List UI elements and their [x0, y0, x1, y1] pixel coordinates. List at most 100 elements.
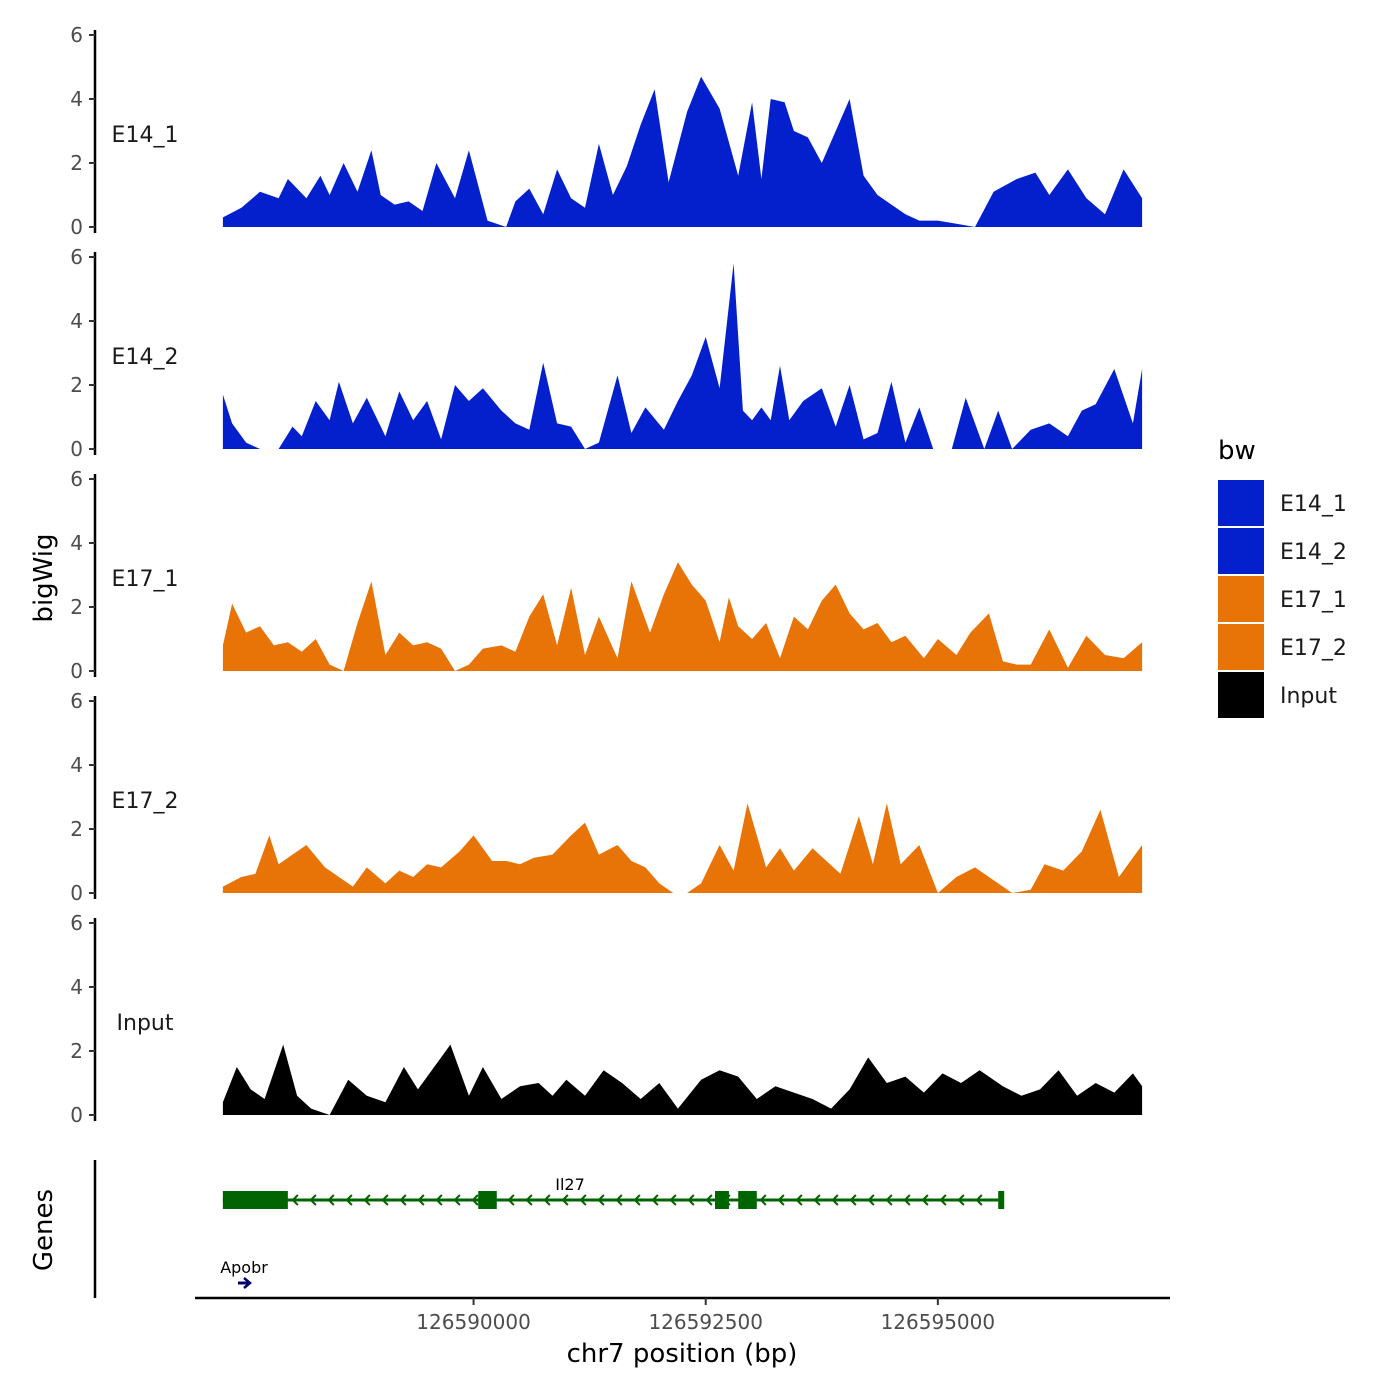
legend-title: bw: [1218, 436, 1256, 466]
y-tick-label: 6: [70, 23, 83, 47]
y-tick-label: 6: [70, 467, 83, 491]
y-tick-label: 2: [70, 817, 83, 841]
strand-arrow: [435, 1194, 443, 1206]
strand-arrow: [633, 1194, 641, 1206]
strand-arrow: [417, 1194, 425, 1206]
y-tick-label: 0: [70, 1103, 83, 1127]
legend-swatch: [1218, 672, 1264, 718]
gene-exon: [222, 1191, 288, 1209]
strand-arrow: [795, 1194, 803, 1206]
legend-swatch: [1218, 576, 1264, 622]
track-label: Input: [117, 1011, 174, 1036]
gene-exon: [715, 1191, 729, 1209]
y-tick-label: 2: [70, 151, 83, 175]
track-E17_1: 0 2 4 6 E17_1: [70, 467, 1143, 683]
legend-label: E14_1: [1280, 492, 1347, 517]
strand-arrow: [453, 1194, 461, 1206]
y-tick-label: 0: [70, 659, 83, 683]
signal-area: [222, 263, 1143, 449]
y-tick-label: 4: [70, 753, 83, 777]
y-tick-label: 0: [70, 215, 83, 239]
x-tick-label: 126592500: [648, 1310, 763, 1334]
signal-area: [222, 76, 1143, 227]
track-label: E17_1: [112, 567, 179, 592]
strand-arrow: [669, 1194, 677, 1206]
legend-swatch: [1218, 528, 1264, 574]
y-tick-label: 6: [70, 911, 83, 935]
legend-label: E17_2: [1280, 636, 1347, 661]
signal-area: [222, 803, 1143, 893]
y-tick-label: 2: [70, 1039, 83, 1063]
x-tick-label: 126595000: [881, 1310, 996, 1334]
y-tick-label: 4: [70, 531, 83, 555]
y-axis-title: bigWig: [29, 533, 59, 622]
y-tick-label: 6: [70, 245, 83, 269]
strand-arrow: [867, 1194, 875, 1206]
strand-arrow: [777, 1194, 785, 1206]
legend-swatch: [1218, 480, 1264, 526]
y-tick-label: 0: [70, 437, 83, 461]
strand-arrow: [651, 1194, 659, 1206]
strand-arrow: [579, 1194, 587, 1206]
legend-label: E17_1: [1280, 588, 1347, 613]
x-axis: 126590000 126592500 126595000: [195, 1296, 1170, 1334]
strand-arrow: [597, 1194, 605, 1206]
strand-arrow: [705, 1194, 713, 1206]
y-tick-label: 4: [70, 309, 83, 333]
legend: bw E14_1 E14_2 E17_1 E17_2 Input: [1218, 436, 1347, 718]
gene-Apobr: Apobr: [220, 1258, 268, 1289]
x-axis-title: chr7 position (bp): [567, 1339, 798, 1369]
legend-label: E14_2: [1280, 540, 1347, 565]
strand-arrow: [831, 1194, 839, 1206]
strand-arrow: [921, 1194, 929, 1206]
strand-arrow: [327, 1194, 335, 1206]
y-tick-label: 6: [70, 689, 83, 713]
strand-arrow: [687, 1194, 695, 1206]
gene-Il27: Il27: [222, 1175, 1005, 1209]
gene-label: Il27: [555, 1175, 585, 1194]
strand-arrow: [849, 1194, 857, 1206]
gene-exon: [738, 1191, 757, 1209]
strand-arrow: [939, 1194, 947, 1206]
y-tick-label: 4: [70, 87, 83, 111]
strand-arrow: [345, 1194, 353, 1206]
strand-arrow: [471, 1194, 479, 1206]
track-label: E14_2: [112, 345, 179, 370]
signal-area: [222, 562, 1143, 671]
y-tick-label: 2: [70, 373, 83, 397]
track-E17_2: 0 2 4 6 E17_2: [70, 689, 1143, 905]
track-Input: 0 2 4 6 Input: [70, 911, 1143, 1127]
gene-label: Apobr: [220, 1258, 268, 1277]
signal-tracks: 0 2 4 6 E14_1 0 2 4 6 E14_2 0 2 4 6 E17_1 0 2 4 6 E17_2 0 2 4 6…: [70, 23, 1143, 1127]
y-tick-label: 2: [70, 595, 83, 619]
gene-exon: [998, 1191, 1005, 1209]
strand-arrow: [813, 1194, 821, 1206]
gene-exon: [478, 1191, 497, 1209]
strand-arrow: [243, 1277, 252, 1289]
x-tick-label: 126590000: [416, 1310, 531, 1334]
strand-arrow: [309, 1194, 317, 1206]
strand-arrow: [543, 1194, 551, 1206]
track-label: E14_1: [112, 123, 179, 148]
strand-arrow: [615, 1194, 623, 1206]
track-E14_1: 0 2 4 6 E14_1: [70, 23, 1143, 239]
strand-arrow: [885, 1194, 893, 1206]
y-tick-label: 4: [70, 975, 83, 999]
signal-area: [222, 1044, 1143, 1115]
gene-track: Il27 Apobr: [93, 1160, 1005, 1298]
strand-arrow: [975, 1194, 983, 1206]
y-tick-label: 0: [70, 881, 83, 905]
strand-arrow: [363, 1194, 371, 1206]
legend-swatch: [1218, 624, 1264, 670]
genes-axis-title: Genes: [29, 1189, 59, 1271]
strand-arrow: [291, 1194, 299, 1206]
strand-arrow: [903, 1194, 911, 1206]
strand-arrow: [507, 1194, 515, 1206]
legend-label: Input: [1280, 684, 1337, 709]
track-label: E17_2: [112, 789, 179, 814]
strand-arrow: [957, 1194, 965, 1206]
strand-arrow: [525, 1194, 533, 1206]
strand-arrow: [399, 1194, 407, 1206]
strand-arrow: [381, 1194, 389, 1206]
